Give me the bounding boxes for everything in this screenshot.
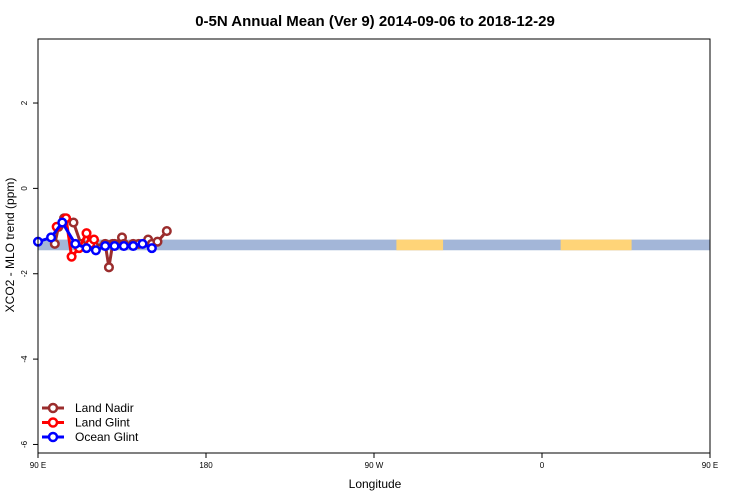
data-point — [68, 217, 79, 228]
data-point — [118, 240, 129, 252]
y-tick-label: -6 — [20, 440, 29, 448]
y-tick-label: -2 — [20, 270, 29, 278]
x-tick-label: 0 — [540, 461, 545, 470]
data-point — [146, 243, 157, 254]
data-point — [128, 240, 139, 252]
x-axis-label: Longitude — [349, 477, 402, 491]
y-tick-label: 0 — [20, 186, 29, 191]
legend-label: Land Nadir — [75, 401, 134, 415]
background-band — [38, 239, 710, 251]
data-point — [88, 234, 100, 245]
y-tick-label: -4 — [20, 355, 29, 363]
legend-item: Land Glint — [42, 416, 130, 430]
legend-label: Ocean Glint — [75, 430, 139, 444]
background-band-highlight — [560, 239, 632, 251]
plot-area: 90 E 180 90 W 0 90 E 2 0 -2 -4 -6 — [20, 38, 718, 470]
data-point — [70, 238, 81, 249]
data-point — [57, 217, 68, 228]
x-tick-label: 90 E — [702, 461, 718, 470]
data-point — [109, 240, 120, 252]
data-point — [90, 245, 101, 256]
chart-title: 0-5N Annual Mean (Ver 9) 2014-09-06 to 2… — [195, 13, 555, 30]
series-ocean-glint — [32, 217, 157, 256]
legend-marker — [47, 402, 59, 414]
legend-label: Land Glint — [75, 416, 130, 430]
background-band-highlight — [396, 239, 444, 251]
legend-marker — [47, 431, 59, 443]
x-tick-label: 90 W — [365, 461, 384, 470]
legend-item: Ocean Glint — [42, 430, 139, 444]
data-point — [100, 240, 111, 252]
data-point — [103, 262, 114, 273]
x-tick-label: 180 — [199, 461, 213, 470]
data-point — [81, 243, 92, 254]
data-point — [46, 232, 57, 243]
data-point — [137, 238, 148, 249]
data-point — [161, 226, 172, 237]
data-point — [152, 236, 163, 247]
legend-item: Land Nadir — [42, 401, 134, 415]
x-tick-label: 90 E — [30, 461, 46, 470]
legend-marker — [47, 417, 59, 428]
y-tick-label: 2 — [20, 100, 29, 105]
y-axis-label: XCO2 - MLO trend (ppm) — [3, 178, 17, 313]
data-point — [81, 228, 92, 239]
data-point — [66, 251, 77, 262]
